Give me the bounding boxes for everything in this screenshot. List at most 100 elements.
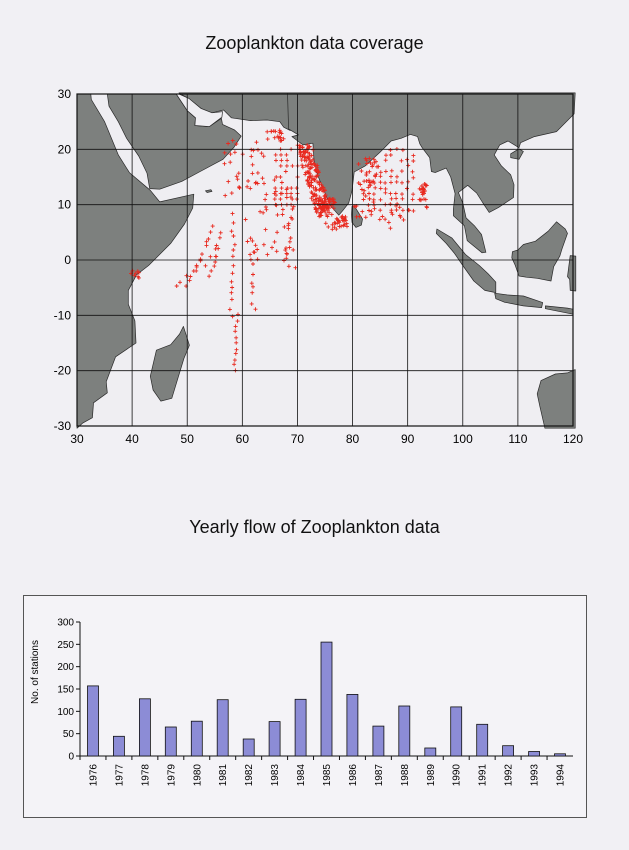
map-x-tick-label: 100 [453,432,473,446]
station-point [265,137,270,142]
station-point [378,197,383,202]
station-point [284,187,289,192]
x-tick-label-1989: 1989 [426,764,437,787]
station-point [230,211,235,216]
station-point [290,163,295,168]
x-tick-label-1994: 1994 [556,764,567,787]
station-point [388,226,393,231]
x-tick-label-1980: 1980 [192,764,203,787]
station-point [369,212,374,217]
y-tick-label: 200 [57,662,74,673]
station-point [326,224,331,229]
station-point [369,209,374,214]
station-point [314,174,319,179]
station-point [330,227,335,232]
station-point [383,190,388,195]
station-point [312,192,317,197]
station-point [332,225,337,230]
station-point [130,268,135,273]
station-point [258,209,263,214]
map-y-tick-label: 30 [58,87,72,101]
bar-1988 [398,705,411,757]
station-point [394,196,399,201]
station-point [312,178,317,183]
station-point [286,226,291,231]
station-point [212,264,217,269]
station-point [405,157,410,162]
station-point [378,208,383,213]
station-point [231,234,236,238]
x-tick-label-1986: 1986 [348,764,359,787]
station-point [291,247,296,252]
station-point [263,205,268,209]
station-point [394,208,399,212]
station-point [273,186,278,191]
station-point [323,199,327,204]
bar-1976 [87,685,99,757]
station-point [383,169,388,174]
station-point [375,164,379,169]
station-point [248,186,253,191]
station-point [320,185,325,190]
station-point [249,154,254,159]
station-point [135,269,140,274]
station-point [356,162,361,166]
station-point [279,186,284,191]
bar-1990 [450,706,463,757]
station-point [283,248,288,253]
station-point [249,281,254,286]
station-point [264,207,269,212]
station-point [237,186,242,190]
station-point [400,196,405,201]
station-point [174,284,179,288]
station-point [306,170,311,174]
station-point [411,153,416,158]
x-tick-label-1981: 1981 [218,764,229,787]
station-point [420,192,425,197]
x-tick-label-1991: 1991 [478,764,489,787]
station-point [299,158,304,163]
station-point [364,173,369,177]
station-point [389,196,394,201]
station-point [298,144,303,149]
station-point [274,193,278,198]
station-point [263,227,268,232]
station-point [331,199,336,204]
station-point [300,154,305,158]
station-point [194,264,199,269]
y-tick-label: 0 [68,752,74,763]
station-point [316,198,321,203]
station-point [261,210,266,215]
map-y-tick-label: 20 [58,142,72,156]
map-x-ticks: 30 40 50 60 70 80 90 100 110 120 [70,432,583,446]
station-point [423,197,428,202]
station-point [235,177,240,182]
x-tick-label-1990: 1990 [452,764,463,787]
station-point [313,168,318,173]
station-point [371,200,376,205]
x-tick-label-1993: 1993 [530,764,541,787]
station-point [303,172,308,177]
station-point [250,171,255,176]
station-point [304,158,309,163]
station-point [265,129,270,134]
station-point [278,138,283,143]
station-point [302,150,307,155]
station-point [278,163,283,168]
map-y-tick-label: 10 [58,198,72,212]
station-point [313,193,318,198]
station-point [226,179,231,184]
bars [87,641,566,757]
station-point [315,179,320,184]
station-point [136,274,140,279]
station-point [411,175,416,180]
station-point [235,319,240,324]
land-sumatra [435,228,497,293]
station-point [229,191,234,196]
land-java [494,292,544,308]
station-point [294,186,299,191]
station-point [286,264,291,269]
station-point [254,140,259,145]
bar-1982 [242,738,255,757]
